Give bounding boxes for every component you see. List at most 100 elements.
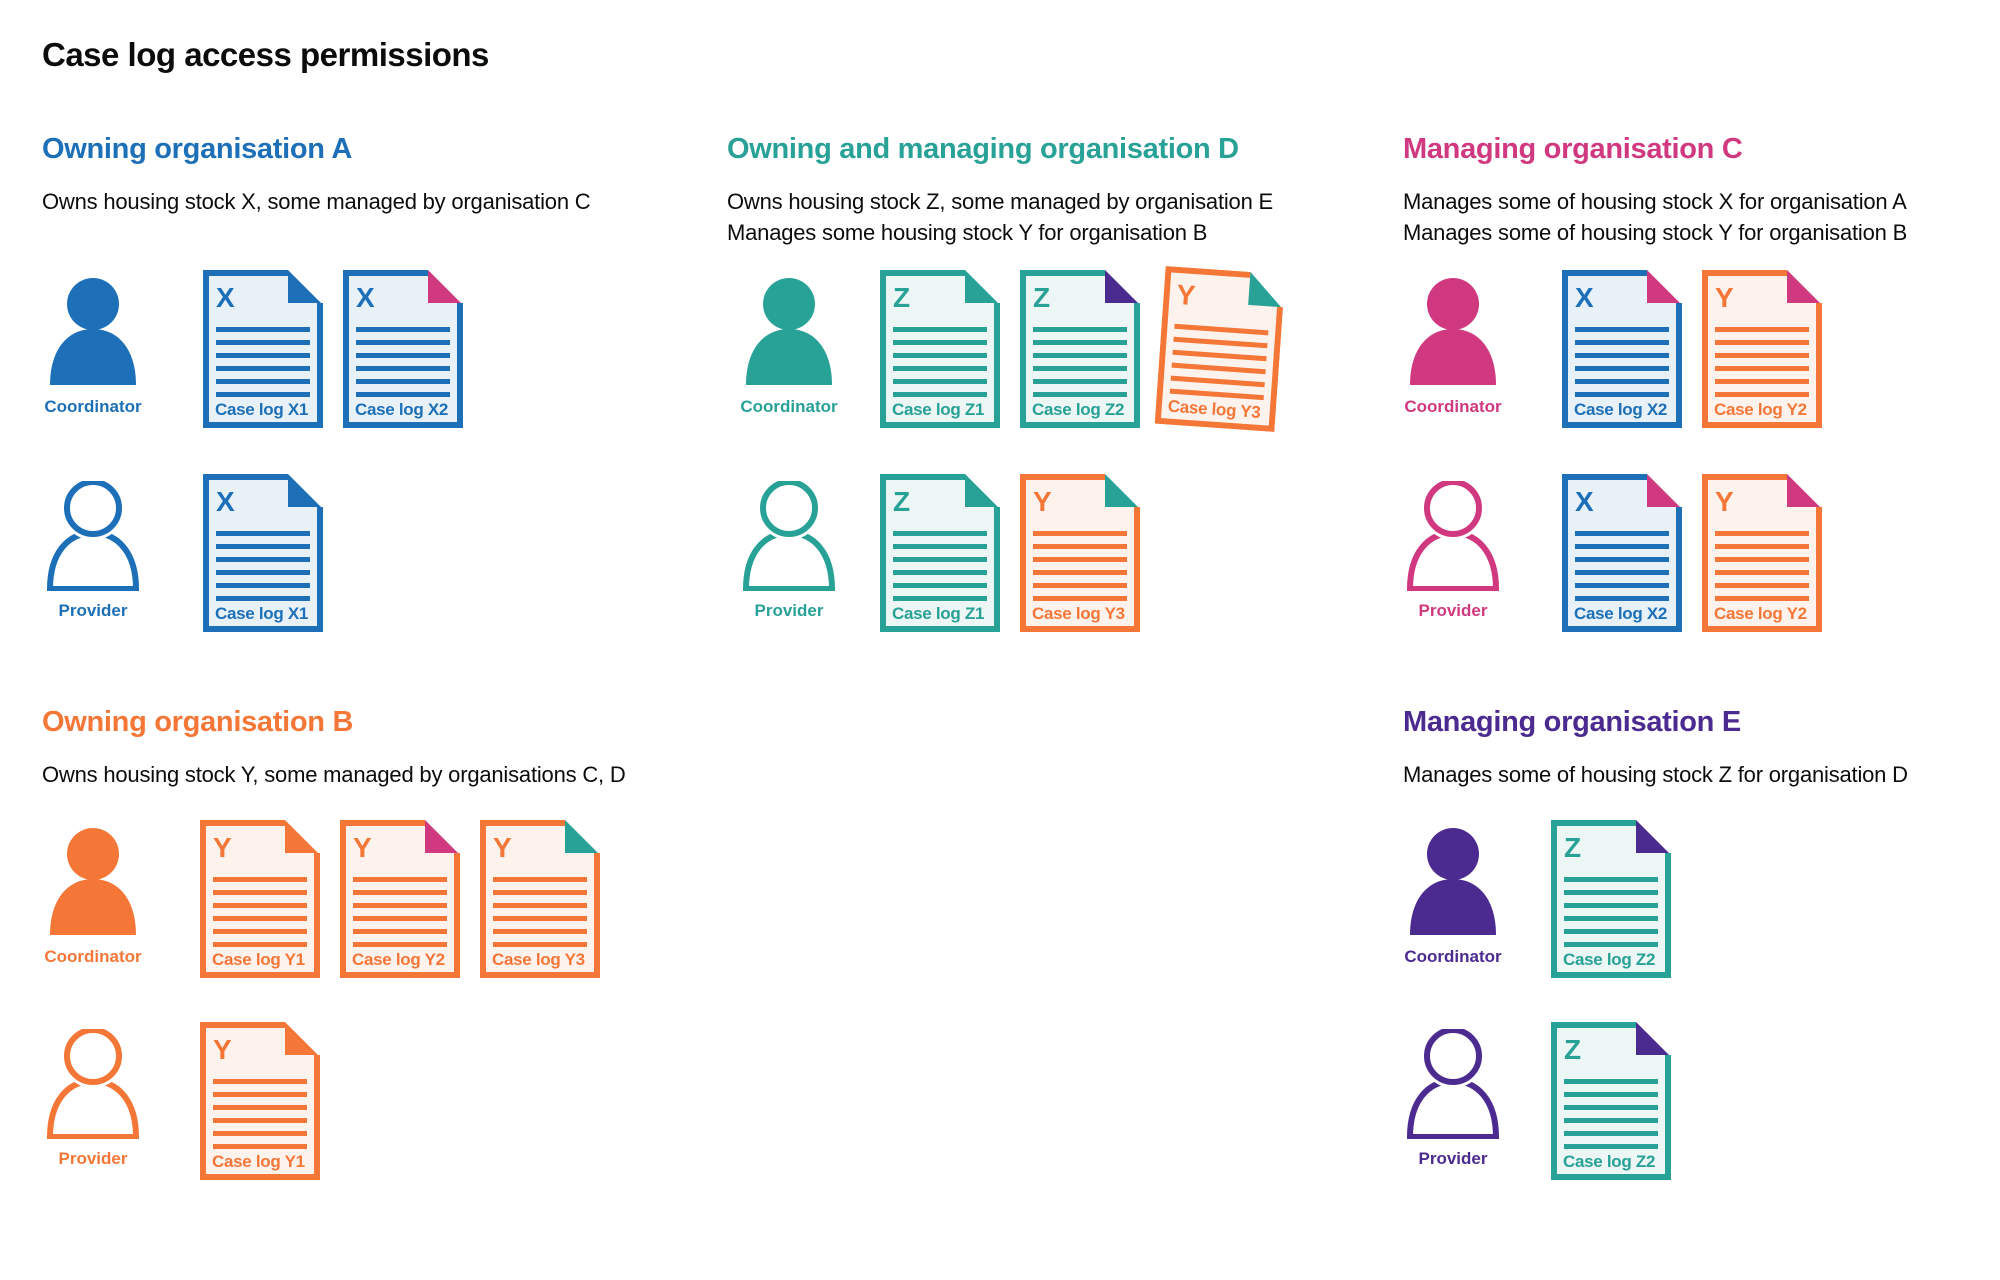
- doc-case-log-x2: X Case log X2: [1562, 270, 1682, 428]
- doc-stock-letter: Y: [1715, 282, 1734, 313]
- section-heading: Owning organisation A: [42, 133, 353, 165]
- doc-case-log-y3: Y Case log Y3: [1020, 474, 1140, 632]
- section-subtitle-line: Manages some of housing stock Z for orga…: [1403, 762, 1908, 787]
- doc-caption: Case log X1: [215, 400, 308, 419]
- provider-icon: [46, 1029, 140, 1139]
- doc-caption: Case log Z1: [892, 604, 984, 623]
- doc-case-log-z1: Z Case log Z1: [880, 270, 1000, 428]
- doc-caption: Case log X2: [1574, 604, 1667, 623]
- doc-stock-letter: X: [216, 486, 235, 517]
- section-subtitle-line: Manages some of housing stock Y for orga…: [1403, 220, 1908, 245]
- doc-stock-letter: Z: [1033, 282, 1050, 313]
- doc-stock-letter: X: [1575, 282, 1594, 313]
- fold-corner-icon: [425, 820, 458, 853]
- doc-stock-letter: Y: [1176, 279, 1197, 311]
- doc-caption: Case log Z2: [1032, 400, 1124, 419]
- fold-corner-icon: [1105, 270, 1138, 303]
- section-heading: Managing organisation E: [1403, 706, 1741, 738]
- doc-caption: Case log X2: [355, 400, 448, 419]
- provider-label: Provider: [1418, 601, 1488, 620]
- coordinator-icon: [50, 828, 136, 935]
- doc-stock-letter: Y: [353, 832, 372, 863]
- doc-case-log-y2: Y Case log Y2: [1702, 270, 1822, 428]
- fold-corner-icon: [1647, 270, 1680, 303]
- coordinator-icon: [1410, 278, 1496, 385]
- doc-caption: Case log Z2: [1563, 950, 1655, 969]
- doc-case-log-x1: X Case log X1: [203, 474, 323, 632]
- fold-corner-icon: [1636, 820, 1669, 853]
- doc-caption: Case log Y3: [492, 950, 585, 969]
- doc-case-log-y3: Y Case log Y3: [480, 820, 600, 978]
- doc-case-log-y1: Y Case log Y1: [200, 820, 320, 978]
- doc-stock-letter: X: [1575, 486, 1594, 517]
- provider-label: Provider: [1418, 1149, 1488, 1168]
- coordinator-icon: [746, 278, 832, 385]
- section-subtitle-line: Manages some housing stock Y for organis…: [727, 220, 1208, 245]
- doc-stock-letter: Y: [1033, 486, 1052, 517]
- fold-corner-icon: [965, 474, 998, 507]
- doc-caption: Case log Z2: [1563, 1152, 1655, 1171]
- fold-corner-icon: [288, 270, 321, 303]
- section-subtitle-line: Owns housing stock Z, some managed by or…: [727, 189, 1274, 214]
- section-heading: Owning and managing organisation D: [727, 133, 1239, 165]
- fold-corner-icon: [965, 270, 998, 303]
- fold-corner-icon: [1647, 474, 1680, 507]
- doc-stock-letter: Y: [213, 1034, 232, 1065]
- fold-corner-icon: [285, 820, 318, 853]
- coordinator-label: Coordinator: [740, 397, 838, 416]
- page-title: Case log access permissions: [42, 36, 489, 73]
- fold-corner-icon: [1105, 474, 1138, 507]
- doc-stock-letter: Z: [893, 282, 910, 313]
- section-heading: Owning organisation B: [42, 706, 354, 738]
- doc-caption: Case log Z1: [892, 400, 984, 419]
- section-heading: Managing organisation C: [1403, 133, 1743, 165]
- fold-corner-icon: [1248, 271, 1282, 308]
- fold-corner-icon: [285, 1022, 318, 1055]
- doc-stock-letter: Y: [493, 832, 512, 863]
- provider-icon: [1406, 1029, 1500, 1139]
- fold-corner-icon: [1787, 474, 1820, 507]
- doc-caption: Case log X2: [1574, 400, 1667, 419]
- section-subtitle-line: Owns housing stock X, some managed by or…: [42, 189, 591, 214]
- doc-case-log-y2: Y Case log Y2: [1702, 474, 1822, 632]
- doc-case-log-z2: Z Case log Z2: [1020, 270, 1140, 428]
- doc-case-log-z2: Z Case log Z2: [1551, 820, 1671, 978]
- doc-case-log-x2: X Case log X2: [343, 270, 463, 428]
- coordinator-icon: [50, 278, 136, 385]
- doc-case-log-x1: X Case log X1: [203, 270, 323, 428]
- coordinator-label: Coordinator: [1404, 397, 1502, 416]
- doc-case-log-x2: X Case log X2: [1562, 474, 1682, 632]
- doc-stock-letter: Y: [213, 832, 232, 863]
- fold-corner-icon: [1787, 270, 1820, 303]
- doc-stock-letter: X: [216, 282, 235, 313]
- doc-caption: Case log Y1: [212, 950, 305, 969]
- doc-caption: Case log Y3: [1032, 604, 1125, 623]
- provider-icon: [1406, 481, 1500, 591]
- doc-case-log-z2: Z Case log Z2: [1551, 1022, 1671, 1180]
- doc-case-log-y2: Y Case log Y2: [340, 820, 460, 978]
- section-subtitle-line: Owns housing stock Y, some managed by or…: [42, 762, 626, 787]
- coordinator-label: Coordinator: [44, 947, 142, 966]
- doc-caption: Case log Y1: [212, 1152, 305, 1171]
- coordinator-label: Coordinator: [1404, 947, 1502, 966]
- fold-corner-icon: [565, 820, 598, 853]
- provider-icon: [46, 481, 140, 591]
- doc-stock-letter: Z: [1564, 832, 1581, 863]
- doc-case-log-y1: Y Case log Y1: [200, 1022, 320, 1180]
- fold-corner-icon: [1636, 1022, 1669, 1055]
- fold-corner-icon: [288, 474, 321, 507]
- provider-icon: [742, 481, 836, 591]
- doc-caption: Case log Y2: [352, 950, 445, 969]
- doc-stock-letter: X: [356, 282, 375, 313]
- provider-label: Provider: [58, 601, 128, 620]
- section-subtitle-line: Manages some of housing stock X for orga…: [1403, 189, 1907, 214]
- doc-stock-letter: Z: [1564, 1034, 1581, 1065]
- doc-stock-letter: Z: [893, 486, 910, 517]
- doc-stock-letter: Y: [1715, 486, 1734, 517]
- doc-caption: Case log Y2: [1714, 604, 1807, 623]
- coordinator-icon: [1410, 828, 1496, 935]
- doc-caption: Case log X1: [215, 604, 308, 623]
- provider-label: Provider: [58, 1149, 128, 1168]
